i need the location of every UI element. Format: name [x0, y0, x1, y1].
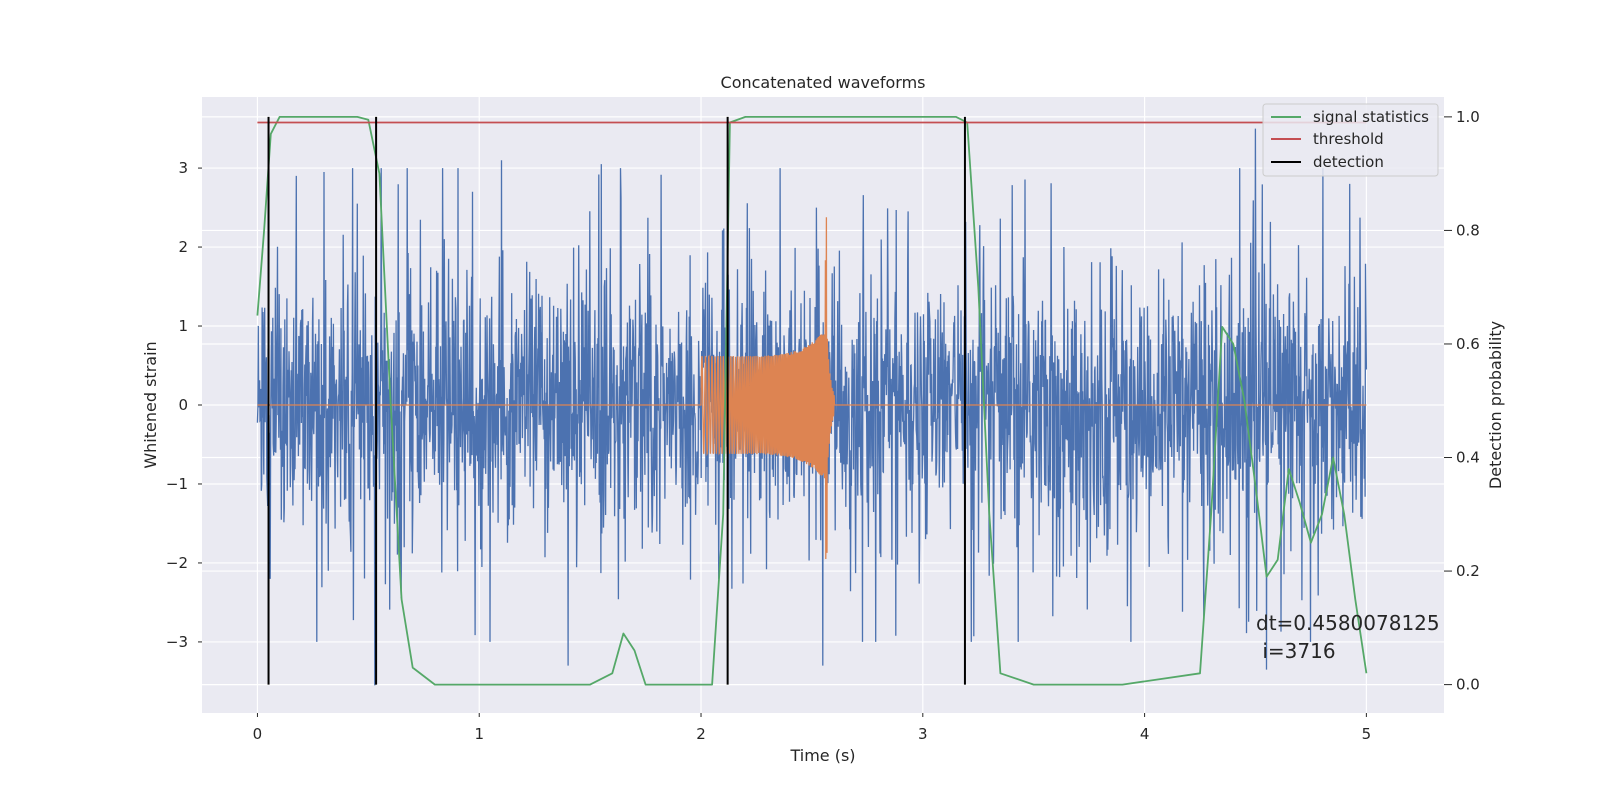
series-signal-statistics	[256, 116, 1368, 686]
legend-label-signal-statistics: signal statistics	[1313, 108, 1429, 126]
x-axis-label: Time (s)	[789, 746, 855, 765]
y2-tick-label: 1.0	[1456, 108, 1480, 126]
x-tick-label: 1	[474, 725, 484, 743]
y2-tick-label: 0.0	[1456, 676, 1480, 694]
legend: signal statistics threshold detection	[1262, 103, 1439, 177]
y-tick-label: 0	[178, 396, 188, 414]
y2-tick-label: 0.8	[1456, 221, 1480, 239]
y-tick-label: −3	[166, 633, 188, 651]
x-tick-label: 3	[918, 725, 928, 743]
legend-box	[1262, 103, 1439, 177]
x-tick-label: 0	[253, 725, 263, 743]
legend-label-detection: detection	[1313, 153, 1384, 171]
y-tick-label: −1	[166, 475, 188, 493]
series-injected-waveform	[257, 217, 1367, 560]
y-tick-label: 3	[178, 159, 188, 177]
annotation-dt: dt=0.4580078125	[1256, 611, 1440, 635]
y2-tick-label: 0.6	[1456, 335, 1480, 353]
y2-tick-label: 0.4	[1456, 449, 1480, 467]
y-tick-label: 2	[178, 238, 188, 256]
y-axis-label: Whitened strain	[141, 341, 160, 468]
x-tick-label: 2	[696, 725, 706, 743]
annotation-i: i=3716	[1256, 639, 1336, 663]
chart-title: Concatenated waveforms	[721, 73, 926, 92]
y-tick-label: 1	[178, 317, 188, 335]
data-layer	[256, 116, 1368, 686]
ticks: 0 1 2 3 4 5 −3 −2 −1 0 1 2 3 0.0 0.2 0.4 0.6 0.8 1.0	[166, 108, 1480, 743]
annotation: dt=0.4580078125 i=3716	[1256, 611, 1440, 663]
x-tick-label: 5	[1362, 725, 1372, 743]
legend-label-threshold: threshold	[1313, 130, 1384, 148]
y2-axis-label: Detection probability	[1486, 321, 1505, 489]
y2-tick-label: 0.2	[1456, 562, 1480, 580]
y-tick-label: −2	[166, 554, 188, 572]
x-tick-label: 4	[1140, 725, 1150, 743]
